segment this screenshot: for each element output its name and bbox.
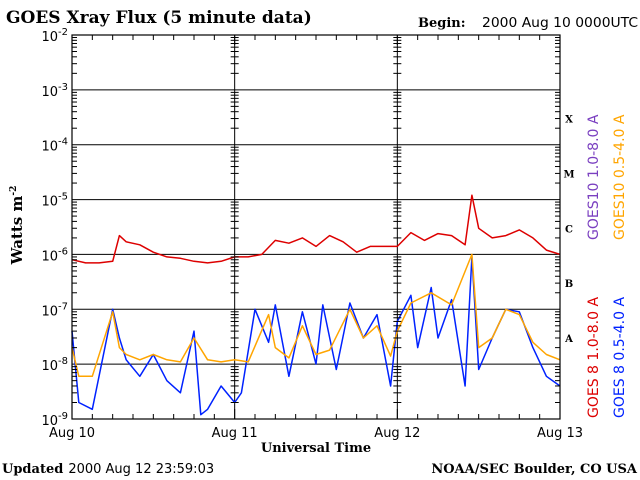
legend-label: GOES10 0.5-4.0 A [612,114,628,240]
begin-value: 2000 Aug 10 0000UTC [482,16,638,31]
y-tick-base: 10 [41,304,58,319]
grid-lines [72,34,560,420]
y-axis-label: Watts m [8,196,26,266]
flare-class-label: M [563,169,574,180]
x-tick-label: Aug 13 [537,426,583,441]
legend: GOES10 1.0-8.0 A GOES 8 1.0-8.0 A GOES10 0… [586,114,628,418]
flare-class-label: C [565,224,573,235]
legend-entry: GOES10 0.5-4.0 A [612,114,628,240]
axis-ticks [71,35,561,419]
y-tick-base: 10 [41,140,58,155]
begin-label: Begin: [418,16,466,31]
y-tick-exponent: -8 [58,356,68,367]
legend-entry: GOES10 1.0-8.0 A [586,114,602,240]
series-lines [71,194,561,416]
svg-text:Watts m-2: Watts m-2 [8,186,26,266]
y-axis-label-exponent: -2 [9,186,19,196]
legend-label: GOES 8 1.0-8.0 A [586,297,602,418]
y-tick-label: 10-6 [41,246,68,264]
flare-class-label: B [565,279,573,290]
y-tick-base: 10 [41,414,58,429]
y-tick-exponent: -7 [58,301,68,312]
y-tick-labels: 10-910-810-710-610-510-410-310-2 [41,27,68,429]
y-axis-title: Watts m-2 [8,186,26,266]
y-tick-base: 10 [41,85,58,100]
y-tick-label: 10-5 [41,192,68,210]
y-tick-label: 10-8 [41,356,68,374]
x-tick-label: Aug 12 [374,426,420,441]
updated-label: Updated [2,462,63,477]
y-tick-exponent: -9 [58,411,68,422]
legend-entry: GOES 8 1.0-8.0 A [586,297,602,418]
series-line-0 [71,194,561,264]
y-tick-label: 10-2 [41,27,68,45]
y-tick-label: 10-4 [41,137,68,155]
y-tick-exponent: -2 [58,27,68,38]
legend-entry: GOES 8 0.5-4.0 A [612,297,628,418]
flare-class-label: X [565,115,573,126]
y-tick-exponent: -4 [58,137,68,148]
y-tick-label: 10-9 [41,411,68,429]
y-tick-base: 10 [41,359,58,374]
updated-value: 2000 Aug 12 23:59:03 [68,462,214,477]
legend-label: GOES 8 0.5-4.0 A [612,297,628,418]
x-axis-title: Universal Time [261,441,371,456]
x-tick-labels: Aug 10 Aug 11 Aug 12 Aug 13 [49,426,583,441]
series-line-2 [71,256,561,416]
flare-class-label: A [564,334,573,345]
y-tick-exponent: -3 [58,82,68,93]
y-tick-base: 10 [41,195,58,210]
series-line-3 [71,253,561,378]
chart-title: GOES Xray Flux (5 minute data) [6,8,312,28]
x-tick-label: Aug 10 [49,426,95,441]
y-tick-base: 10 [41,30,58,45]
legend-label: GOES10 1.0-8.0 A [586,114,602,240]
y-tick-label: 10-3 [41,82,68,100]
updated-line: Updated 2000 Aug 12 23:59:03 [2,462,214,477]
x-tick-label: Aug 11 [212,426,258,441]
footer-credit: NOAA/SEC Boulder, CO USA [431,462,638,477]
y-tick-label: 10-7 [41,301,68,319]
flare-class-labels: A B C M X [563,115,574,345]
y-tick-exponent: -5 [58,192,68,203]
y-tick-base: 10 [41,249,58,264]
y-tick-exponent: -6 [58,246,68,257]
